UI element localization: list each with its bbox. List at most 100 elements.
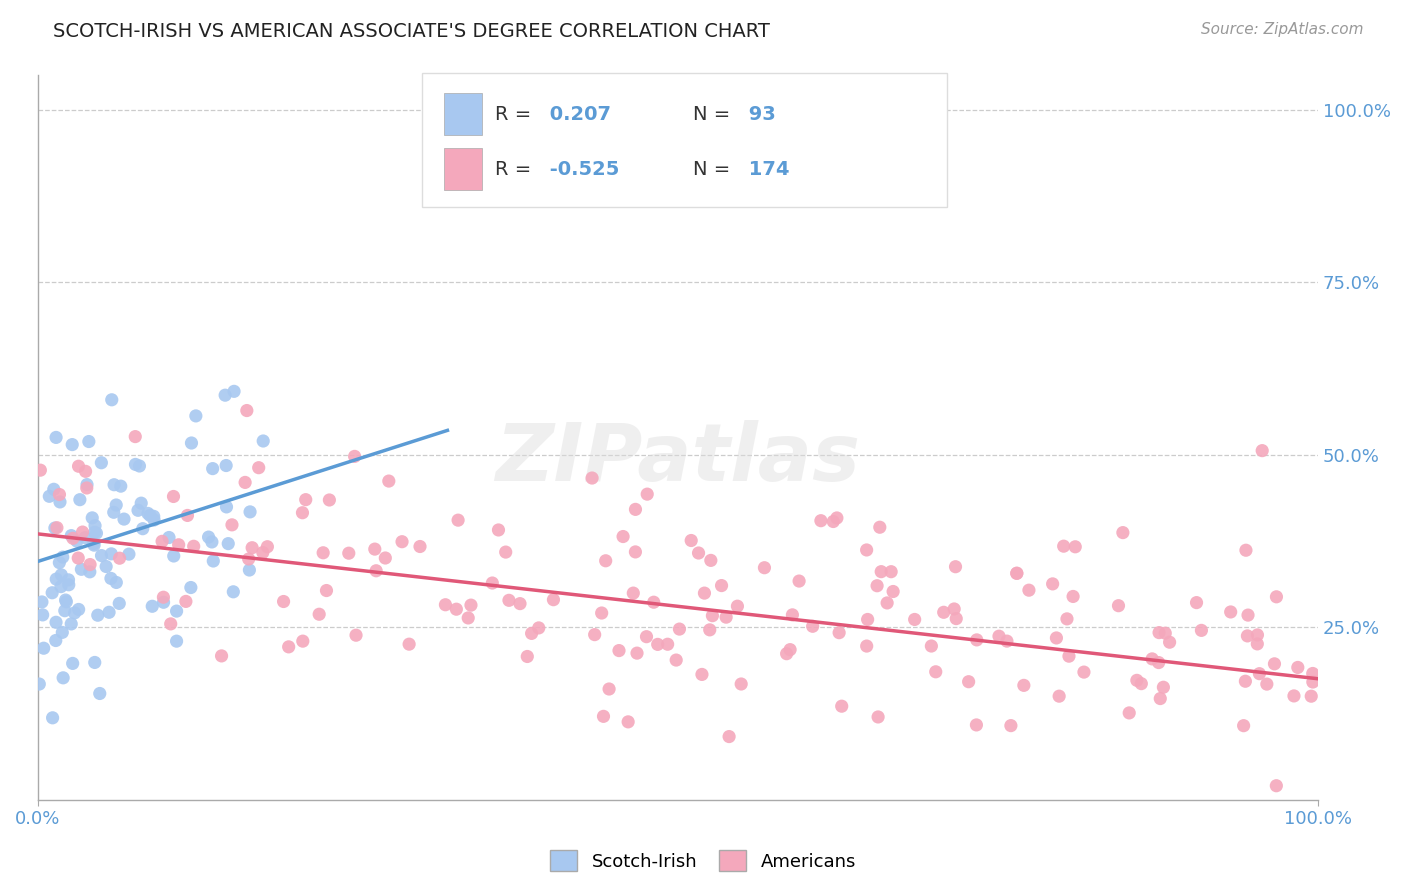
Point bbox=[45, 615, 67, 630]
Point bbox=[779, 642, 801, 657]
Point bbox=[647, 637, 669, 651]
Point bbox=[509, 597, 531, 611]
Point bbox=[925, 665, 948, 679]
Point bbox=[714, 610, 737, 624]
Point bbox=[1185, 596, 1208, 610]
FancyBboxPatch shape bbox=[443, 148, 482, 190]
Point bbox=[1047, 689, 1070, 703]
Point bbox=[32, 641, 55, 656]
Point bbox=[136, 507, 159, 521]
Point bbox=[1062, 590, 1084, 604]
Point bbox=[624, 502, 647, 516]
Point bbox=[343, 450, 366, 464]
Point bbox=[516, 649, 538, 664]
Point bbox=[58, 573, 80, 587]
Point bbox=[702, 608, 724, 623]
Point bbox=[110, 479, 132, 493]
Point bbox=[60, 437, 83, 451]
Point bbox=[87, 608, 110, 623]
Point bbox=[217, 536, 239, 550]
Point bbox=[55, 593, 77, 607]
Point bbox=[801, 619, 824, 633]
Point bbox=[1302, 675, 1324, 690]
Point bbox=[1251, 443, 1274, 458]
Point bbox=[52, 671, 75, 685]
Point bbox=[152, 595, 174, 609]
Point bbox=[49, 495, 72, 509]
Point bbox=[176, 508, 198, 523]
Point bbox=[166, 634, 188, 648]
Point bbox=[1302, 666, 1324, 681]
Point bbox=[76, 481, 98, 495]
Point bbox=[49, 580, 72, 594]
Point bbox=[238, 552, 260, 566]
Point bbox=[1057, 649, 1080, 664]
Text: 0.207: 0.207 bbox=[544, 104, 612, 124]
Point bbox=[1237, 608, 1260, 623]
Point bbox=[98, 605, 121, 619]
Point bbox=[83, 525, 105, 540]
Point bbox=[447, 513, 470, 527]
Point bbox=[174, 594, 197, 608]
Point bbox=[868, 710, 890, 724]
Text: N =: N = bbox=[693, 160, 731, 178]
Point bbox=[1140, 652, 1163, 666]
Point bbox=[876, 596, 898, 610]
Point bbox=[150, 534, 173, 549]
Point bbox=[787, 574, 810, 588]
Point bbox=[67, 459, 90, 474]
Point bbox=[643, 595, 665, 609]
Point bbox=[48, 556, 70, 570]
Point bbox=[291, 634, 314, 648]
Point bbox=[870, 565, 893, 579]
Point bbox=[214, 388, 236, 402]
FancyBboxPatch shape bbox=[443, 93, 482, 136]
Point bbox=[157, 531, 180, 545]
Point bbox=[920, 639, 942, 653]
Text: R =: R = bbox=[495, 104, 531, 124]
Point bbox=[236, 403, 259, 417]
Point bbox=[337, 546, 360, 560]
Point bbox=[184, 409, 207, 423]
Point bbox=[718, 730, 741, 744]
Point bbox=[688, 546, 710, 560]
Point bbox=[312, 546, 335, 560]
Point bbox=[318, 493, 340, 508]
Point bbox=[128, 458, 150, 473]
Point bbox=[1147, 656, 1170, 670]
Point bbox=[1154, 626, 1177, 640]
Point bbox=[775, 647, 797, 661]
Point bbox=[636, 487, 658, 501]
Point bbox=[810, 514, 832, 528]
Point bbox=[527, 621, 550, 635]
Point bbox=[180, 436, 202, 450]
Point bbox=[256, 540, 278, 554]
Point bbox=[932, 605, 955, 619]
Point bbox=[240, 541, 263, 555]
Point bbox=[943, 602, 966, 616]
Point bbox=[754, 560, 776, 574]
Point bbox=[1064, 540, 1087, 554]
Point bbox=[1234, 674, 1257, 689]
Point bbox=[94, 559, 117, 574]
Point bbox=[1159, 635, 1181, 649]
Point bbox=[699, 623, 721, 637]
Legend: Scotch-Irish, Americans: Scotch-Irish, Americans bbox=[543, 843, 863, 879]
FancyBboxPatch shape bbox=[422, 73, 946, 207]
Point bbox=[1236, 629, 1258, 643]
Point bbox=[83, 536, 105, 550]
Point bbox=[84, 518, 107, 533]
Point bbox=[53, 604, 76, 618]
Point bbox=[252, 434, 274, 448]
Point bbox=[344, 628, 367, 642]
Point bbox=[124, 458, 146, 472]
Point bbox=[626, 646, 648, 660]
Point bbox=[67, 551, 90, 566]
Point bbox=[1246, 628, 1268, 642]
Point bbox=[782, 607, 804, 622]
Point bbox=[828, 625, 851, 640]
Point bbox=[1018, 583, 1040, 598]
Point bbox=[700, 553, 723, 567]
Point bbox=[86, 526, 108, 541]
Point bbox=[1233, 719, 1256, 733]
